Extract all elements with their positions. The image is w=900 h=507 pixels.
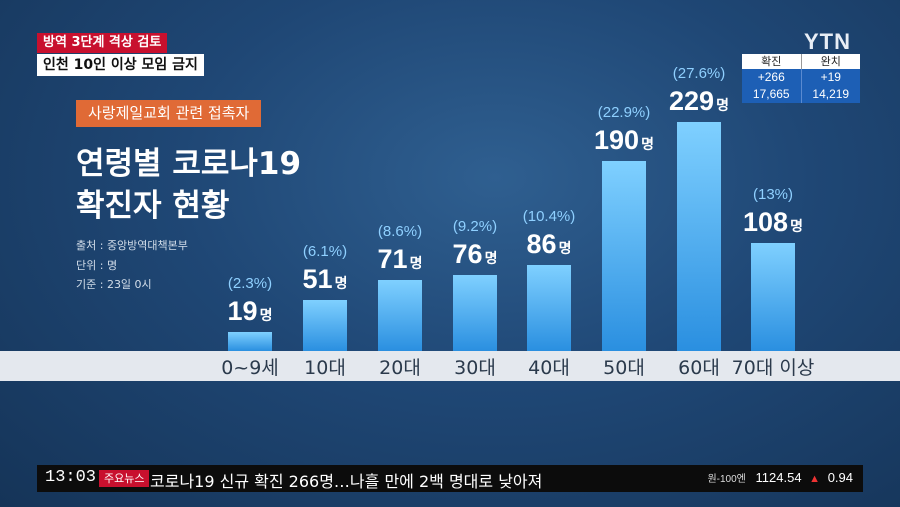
bar-1	[303, 300, 347, 351]
category-label-2: 20대	[379, 357, 421, 379]
percent-label-1: (6.1%)	[303, 243, 347, 260]
percent-label-5: (22.9%)	[598, 104, 651, 121]
confirmed-delta: +266	[757, 70, 785, 84]
percent-label-6: (27.6%)	[673, 65, 726, 82]
ticker-badge: 주요뉴스	[99, 470, 150, 487]
graphic-title-line2: 확진자 현황	[76, 188, 230, 224]
bar-4	[527, 265, 571, 351]
recovered-total: 14,219	[800, 86, 861, 103]
fx-change: 0.94	[827, 470, 853, 485]
percent-label-2: (8.6%)	[378, 223, 422, 240]
value-label-6: 229 명	[669, 86, 729, 116]
category-label-5: 50대	[603, 357, 645, 379]
value-label-1: 51 명	[303, 264, 348, 294]
confirmed-total: 17,665	[752, 87, 790, 101]
value-label-0: 19 명	[228, 296, 273, 326]
value-label-4: 86 명	[527, 229, 572, 259]
category-label-6: 60대	[678, 357, 720, 379]
category-label-3: 30대	[454, 357, 496, 379]
fx-label: 원-100엔	[707, 474, 746, 485]
news-ticker: 13:03 주요뉴스 코로나19 신규 확진 266명…나흘 만에 2백 명대로…	[37, 465, 863, 492]
bar-7	[751, 243, 795, 351]
ytn-logo: YTN	[804, 29, 851, 54]
percent-label-3: (9.2%)	[453, 218, 497, 235]
graphic-title-line1: 연령별 코로나19	[76, 146, 302, 182]
category-label-1: 10대	[304, 357, 346, 379]
recovered-delta: +19	[800, 69, 861, 86]
percent-label-7: (13%)	[753, 186, 793, 203]
category-label-7: 70대 이상	[732, 357, 815, 379]
graphic-title: 연령별 코로나19 확진자 현황	[76, 143, 301, 227]
bar-0	[228, 332, 272, 351]
value-label-5: 190 명	[594, 125, 654, 155]
percent-label-0: (2.3%)	[228, 275, 272, 292]
category-baseline-band	[0, 351, 900, 381]
category-label-0: 0~9세	[221, 357, 279, 379]
value-label-3: 76 명	[453, 239, 498, 269]
headline-tag-main: 인천 10인 이상 모임 금지	[37, 54, 204, 76]
recovered-label: 완치	[800, 54, 861, 69]
bar-6	[677, 122, 721, 351]
stats-delta-row: +266 +19	[742, 69, 860, 86]
bar-2	[378, 280, 422, 351]
bar-5	[602, 161, 646, 351]
ticker-clock: 13:03	[45, 468, 97, 487]
basis-note: 기준 : 23일 0시	[76, 278, 152, 291]
covid-stats-box: 확진 완치 +266 +19 17,665 14,219	[742, 54, 860, 103]
unit-note: 단위 : 명	[76, 259, 118, 272]
value-label-7: 108 명	[743, 207, 803, 237]
fx-value: 1124.54	[755, 470, 802, 485]
source-note: 출처 : 중앙방역대책본부	[76, 239, 188, 252]
percent-label-4: (10.4%)	[523, 208, 576, 225]
headline-tag-top: 방역 3단계 격상 검토	[37, 33, 168, 53]
stats-header: 확진 완치	[742, 54, 860, 69]
confirmed-label: 확진	[761, 55, 782, 68]
fx-rate: 원-100엔 1124.54 ▲ 0.94	[707, 470, 853, 485]
category-label-4: 40대	[528, 357, 570, 379]
bar-3	[453, 275, 497, 351]
ticker-headline: 코로나19 신규 확진 266명…나흘 만에 2백 명대로 낮아져	[150, 472, 543, 491]
graphic-subtitle: 사랑제일교회 관련 접촉자	[76, 100, 262, 127]
stats-total-row: 17,665 14,219	[742, 86, 860, 103]
value-label-2: 71 명	[378, 244, 423, 274]
fx-up-arrow-icon: ▲	[809, 473, 821, 485]
